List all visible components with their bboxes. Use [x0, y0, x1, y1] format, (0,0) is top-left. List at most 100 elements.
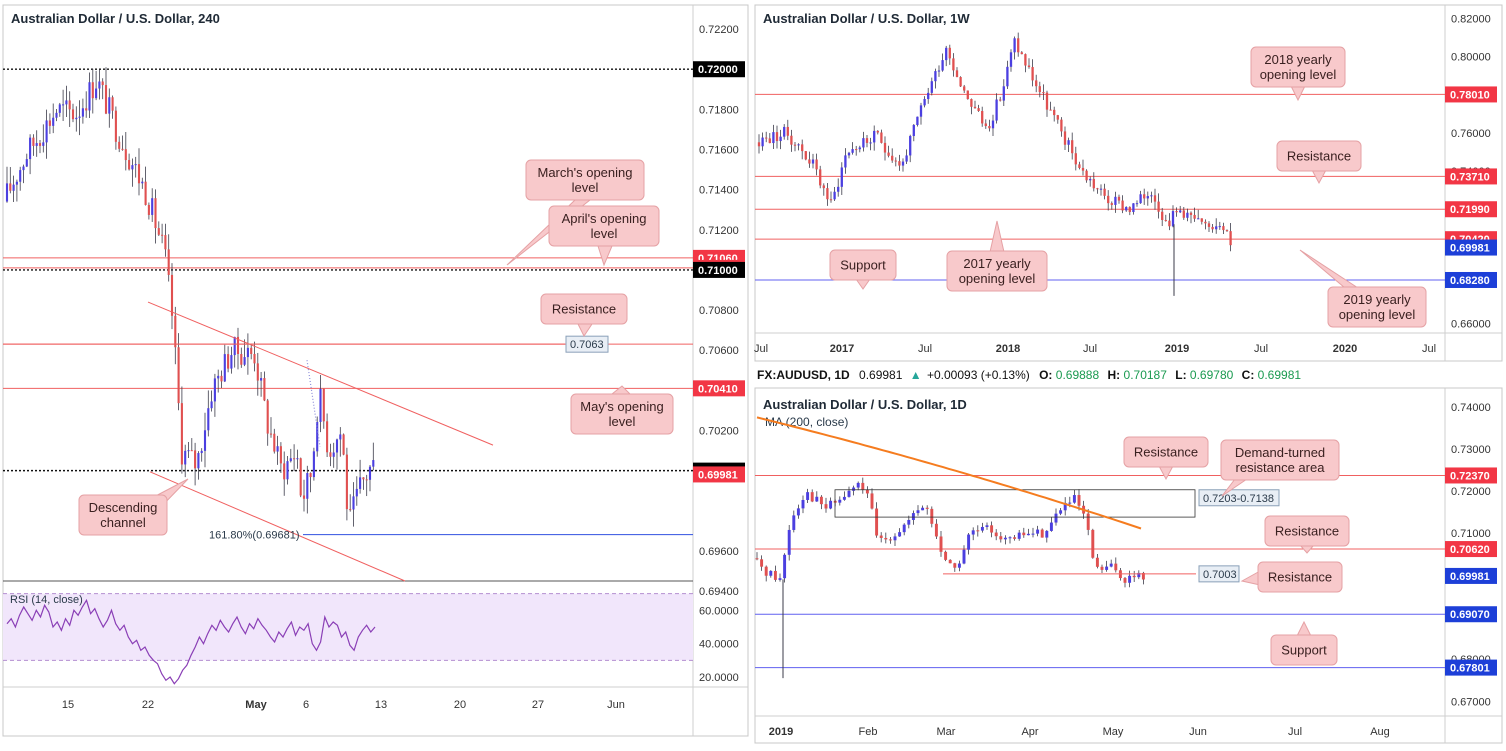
- candle-body: [22, 166, 25, 171]
- daily-level-badge-text: 0.69981: [1450, 571, 1490, 583]
- candle-body: [879, 535, 883, 538]
- candle-body: [134, 164, 137, 166]
- weekly-x-tick: 2020: [1333, 343, 1357, 355]
- h4-chart-panel[interactable]: Australian Dollar / U.S. Dollar, 240 0.7…: [2, 4, 749, 737]
- candle-body: [1193, 214, 1196, 219]
- candle-body: [85, 108, 88, 111]
- candle-body: [1036, 529, 1040, 534]
- candle-body: [1067, 140, 1070, 145]
- candle-body: [811, 159, 815, 164]
- candle-body: [902, 524, 906, 533]
- daily-resistance-top-annotation-box: [1123, 436, 1209, 468]
- daily-resistance-top-annotation-text: Resistance: [1134, 445, 1198, 460]
- weekly-level-badge-text: 0.78010: [1450, 89, 1490, 101]
- candle-body: [769, 570, 773, 576]
- weekly-x-tick: Jul: [1254, 343, 1268, 355]
- candle-body: [45, 120, 48, 143]
- svg-text:FX:AUDUSD, 1D 0.69981: FX:AUDUSD, 1D 0.69981 ▲ +0.00093 (+0.13%…: [757, 368, 1301, 382]
- candle-body: [916, 510, 920, 514]
- h4-level-badge-text: 0.71000: [698, 265, 738, 277]
- candle-body: [1017, 38, 1020, 53]
- candle-body: [977, 108, 980, 112]
- weekly-chart-panel[interactable]: Australian Dollar / U.S. Dollar, 1W 2018…: [754, 4, 1503, 362]
- candle-body: [1020, 52, 1023, 55]
- candle-body: [819, 169, 822, 186]
- candle-body: [203, 430, 207, 451]
- candle-body: [154, 198, 157, 229]
- april-opening-annotation-text: April's opening: [562, 211, 647, 226]
- candle-body: [1013, 537, 1017, 539]
- candle-body: [773, 570, 777, 580]
- candle-body: [1123, 578, 1127, 583]
- candle-body: [306, 473, 309, 499]
- candle-body: [1040, 529, 1044, 538]
- h4-x-tick: May: [245, 699, 267, 711]
- candle-body: [783, 554, 787, 579]
- candle-body: [1013, 38, 1016, 53]
- candle-body: [1078, 164, 1081, 168]
- candle-body: [1225, 230, 1229, 232]
- weekly-2017-opening-annotation-text: opening level: [959, 271, 1036, 286]
- candle-body: [927, 92, 930, 100]
- candle-body: [973, 106, 977, 109]
- candle-body: [948, 47, 951, 59]
- candle-body: [233, 336, 236, 356]
- h4-level-badge: [693, 61, 745, 78]
- candle-body: [764, 566, 768, 576]
- h4-x-tick: 20: [454, 699, 466, 711]
- candle-body: [934, 523, 938, 537]
- candle-body: [824, 504, 828, 509]
- candle-body: [269, 433, 273, 435]
- candle-body: [217, 375, 220, 379]
- daily-level-badge-text: 0.69070: [1450, 609, 1490, 621]
- candle-body: [1132, 203, 1135, 213]
- candle-body: [981, 111, 984, 124]
- candle-body: [124, 149, 127, 161]
- weekly-chart-title: Australian Dollar / U.S. Dollar, 1W: [763, 11, 970, 26]
- candle-body: [9, 183, 12, 191]
- daily-y-tick: 0.73000: [1451, 444, 1491, 456]
- quote-open: 0.69888: [1056, 368, 1100, 382]
- candle-body: [118, 141, 121, 149]
- candle-body: [1107, 195, 1110, 204]
- candle-body: [909, 136, 912, 156]
- candle-body: [1100, 566, 1104, 570]
- candle-body: [299, 458, 302, 496]
- candle-body: [81, 108, 84, 117]
- candle-body: [170, 274, 174, 316]
- candle-body: [921, 507, 925, 511]
- candle-body: [945, 47, 948, 61]
- candle-body: [161, 234, 164, 236]
- weekly-support-annotation-text: Support: [840, 258, 886, 273]
- demand-resistance-zone: [834, 489, 1196, 518]
- h4-y-tick: 0.69600: [699, 546, 739, 558]
- candle-body: [128, 160, 131, 170]
- candle-body: [1132, 575, 1136, 578]
- candle-body: [916, 116, 919, 126]
- daily-level-badge: [1445, 541, 1497, 558]
- candle-body: [888, 539, 892, 541]
- candle-body: [856, 482, 860, 488]
- quote-up-arrow-icon: ▲: [910, 368, 922, 382]
- candle-body: [227, 354, 230, 369]
- candle-body: [349, 509, 352, 511]
- candle-body: [213, 378, 216, 402]
- daily-chart-panel[interactable]: Australian Dollar / U.S. Dollar, 1D MA (…: [754, 387, 1503, 744]
- candle-body: [342, 434, 345, 455]
- weekly-level-badge-text: 0.69981: [1450, 243, 1490, 255]
- candle-body: [355, 488, 358, 497]
- h4-y-tick: 0.71800: [699, 104, 739, 116]
- candle-body: [345, 454, 348, 510]
- candle-body: [187, 450, 190, 452]
- candle-body: [793, 144, 797, 146]
- candle-body: [52, 117, 55, 126]
- candle-body: [962, 549, 966, 564]
- daily-x-tick: Apr: [1021, 726, 1038, 738]
- candle-body: [1218, 226, 1221, 228]
- candle-body: [994, 532, 998, 537]
- candle-body: [1059, 510, 1063, 514]
- candle-body: [957, 563, 961, 568]
- candle-body: [246, 347, 249, 358]
- candle-body: [1150, 195, 1153, 197]
- candle-body: [164, 235, 167, 250]
